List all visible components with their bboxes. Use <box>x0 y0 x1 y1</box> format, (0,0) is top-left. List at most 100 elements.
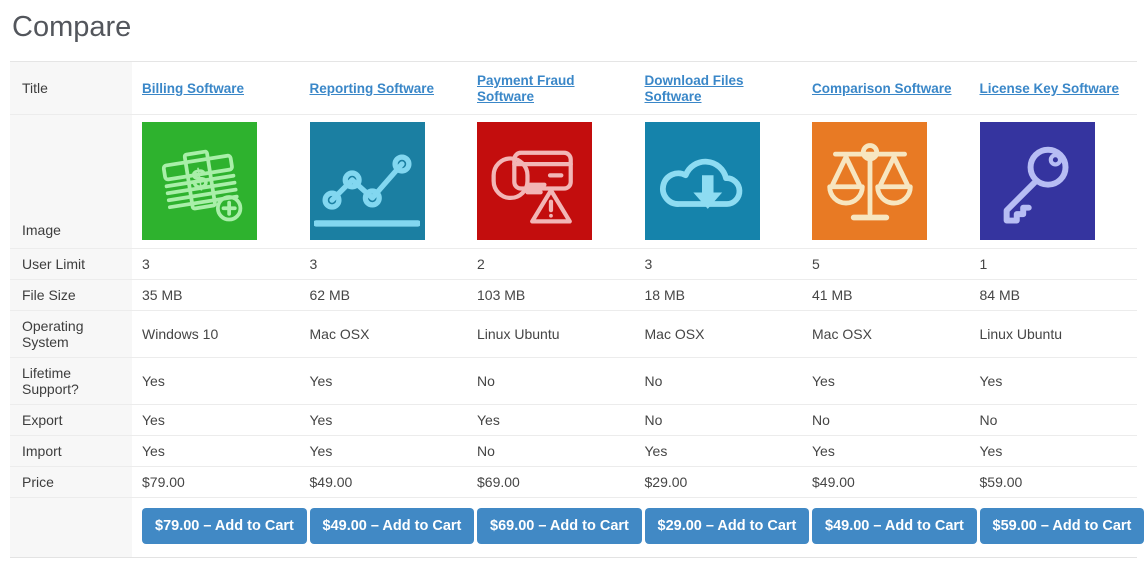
product-image-download-files <box>644 121 760 240</box>
cell-price: $49.00 <box>299 466 467 498</box>
cell-file-size: 103 MB <box>467 279 635 311</box>
cell-file-size: 62 MB <box>299 279 467 311</box>
cell-title: Reporting Software <box>299 61 467 115</box>
money-stack-icon: $ <box>161 149 242 222</box>
table-row-file-size: File Size 35 MB 62 MB 103 MB 18 MB 41 MB… <box>10 279 1137 311</box>
cell-price: $59.00 <box>969 466 1137 498</box>
product-image-payment-fraud <box>477 121 592 240</box>
cell-export: No <box>634 404 802 436</box>
cell-add-to-cart: $49.00 – Add to Cart <box>802 497 977 557</box>
cell-add-to-cart: $29.00 – Add to Cart <box>635 497 810 557</box>
row-label-import: Import <box>10 435 132 467</box>
product-link-payment-fraud[interactable]: Payment Fraud Software <box>477 72 575 104</box>
balance-scale-icon <box>826 142 913 221</box>
cell-export: Yes <box>299 404 467 436</box>
row-label-file-size: File Size <box>10 279 132 311</box>
row-label-export: Export <box>10 404 132 436</box>
table-row-image: Image $ <box>10 114 1137 249</box>
table-row-lifetime-support: Lifetime Support? Yes Yes No No Yes Yes <box>10 357 1137 405</box>
cell-import: Yes <box>299 435 467 467</box>
cell-lifetime-support: Yes <box>132 357 300 405</box>
cell-image <box>299 114 467 249</box>
cell-user-limit: 3 <box>634 248 802 280</box>
cell-image <box>802 114 970 249</box>
cell-lifetime-support: Yes <box>802 357 970 405</box>
cell-import: Yes <box>969 435 1137 467</box>
product-image-billing: $ <box>142 121 257 240</box>
product-link-license-key[interactable]: License Key Software <box>979 80 1120 96</box>
product-image-reporting <box>309 121 425 240</box>
cell-add-to-cart: $59.00 – Add to Cart <box>970 497 1145 557</box>
cell-add-to-cart: $49.00 – Add to Cart <box>300 497 475 557</box>
cell-add-to-cart: $69.00 – Add to Cart <box>467 497 642 557</box>
row-label-empty <box>10 497 132 558</box>
row-label-title: Title <box>10 61 132 115</box>
product-link-download-files[interactable]: Download Files Software <box>644 72 744 104</box>
cell-file-size: 41 MB <box>802 279 970 311</box>
cell-operating-system: Mac OSX <box>299 310 467 358</box>
cell-title: Payment Fraud Software <box>467 61 635 115</box>
table-row-import: Import Yes Yes No Yes Yes Yes <box>10 435 1137 467</box>
cell-user-limit: 3 <box>132 248 300 280</box>
cell-operating-system: Linux Ubuntu <box>969 310 1137 358</box>
cell-lifetime-support: Yes <box>969 357 1137 405</box>
line-chart-icon <box>314 154 420 227</box>
cell-import: Yes <box>634 435 802 467</box>
row-label-price: Price <box>10 466 132 498</box>
cell-user-limit: 3 <box>299 248 467 280</box>
cell-file-size: 35 MB <box>132 279 300 311</box>
cell-title: License Key Software <box>969 61 1137 115</box>
table-row-export: Export Yes Yes Yes No No No <box>10 404 1137 436</box>
key-icon <box>1003 146 1069 224</box>
cell-import: Yes <box>132 435 300 467</box>
cell-user-limit: 5 <box>802 248 970 280</box>
product-image-comparison <box>812 121 927 240</box>
cell-lifetime-support: Yes <box>299 357 467 405</box>
row-label-user-limit: User Limit <box>10 248 132 280</box>
credit-card-fraud-icon <box>491 150 573 224</box>
cell-user-limit: 1 <box>969 248 1137 280</box>
table-row-user-limit: User Limit 3 3 2 3 5 1 <box>10 248 1137 280</box>
cell-image <box>467 114 635 249</box>
cell-lifetime-support: No <box>634 357 802 405</box>
cloud-download-icon <box>660 158 743 209</box>
cell-import: Yes <box>802 435 970 467</box>
compare-table: Title Billing Software Reporting Softwar… <box>10 60 1145 558</box>
table-row-operating-system: Operating System Windows 10 Mac OSX Linu… <box>10 310 1137 358</box>
product-link-billing[interactable]: Billing Software <box>142 80 245 96</box>
cell-export: Yes <box>132 404 300 436</box>
cell-title: Comparison Software <box>802 61 970 115</box>
cell-price: $79.00 <box>132 466 300 498</box>
cell-user-limit: 2 <box>467 248 635 280</box>
cell-operating-system: Windows 10 <box>132 310 300 358</box>
cell-title: Billing Software <box>132 61 300 115</box>
row-label-image: Image <box>10 114 132 249</box>
cell-lifetime-support: No <box>467 357 635 405</box>
cell-operating-system: Mac OSX <box>634 310 802 358</box>
cell-export: Yes <box>467 404 635 436</box>
cell-export: No <box>802 404 970 436</box>
cell-price: $69.00 <box>467 466 635 498</box>
product-link-reporting[interactable]: Reporting Software <box>309 80 435 96</box>
product-image-license-key <box>979 121 1095 240</box>
table-row-price: Price $79.00 $49.00 $69.00 $29.00 $49.00… <box>10 466 1137 498</box>
row-label-lifetime-support: Lifetime Support? <box>10 357 132 405</box>
cell-operating-system: Mac OSX <box>802 310 970 358</box>
cell-file-size: 84 MB <box>969 279 1137 311</box>
product-link-comparison[interactable]: Comparison Software <box>812 80 952 96</box>
cell-image <box>969 114 1137 249</box>
cell-title: Download Files Software <box>634 61 802 115</box>
cell-file-size: 18 MB <box>634 279 802 311</box>
cell-operating-system: Linux Ubuntu <box>467 310 635 358</box>
table-row-title: Title Billing Software Reporting Softwar… <box>10 61 1137 115</box>
svg-text:$: $ <box>189 161 210 195</box>
page-title: Compare <box>12 11 132 43</box>
cell-export: No <box>969 404 1137 436</box>
cell-import: No <box>467 435 635 467</box>
cell-image <box>634 114 802 249</box>
table-row-add-to-cart: $79.00 – Add to Cart $49.00 – Add to Car… <box>10 497 1145 558</box>
cell-add-to-cart: $79.00 – Add to Cart <box>132 497 307 557</box>
cell-image: $ <box>132 114 300 249</box>
cell-price: $29.00 <box>634 466 802 498</box>
cell-price: $49.00 <box>802 466 970 498</box>
